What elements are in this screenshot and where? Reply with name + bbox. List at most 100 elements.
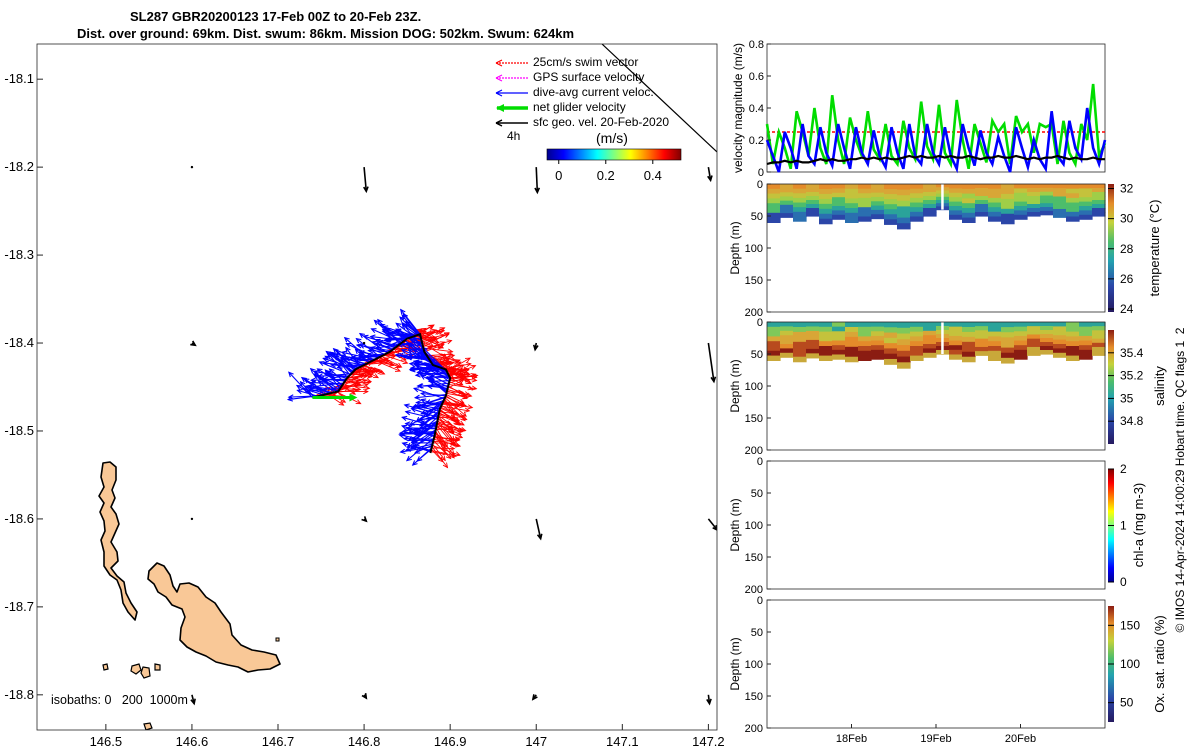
salinity-depth-label: Depth (m) xyxy=(728,359,742,412)
section-cell xyxy=(793,211,807,218)
section-cell xyxy=(1066,184,1080,190)
swim-vector xyxy=(435,426,454,432)
section-cell xyxy=(949,197,963,203)
swim-vector xyxy=(363,364,386,375)
section-gap xyxy=(941,184,944,210)
section-cell xyxy=(1092,188,1106,193)
velocity-magnitude-panel: 0 0.2 0.4 0.6 0.8 velocity magnitude (m/s) xyxy=(731,39,1107,179)
section-cell xyxy=(845,356,859,363)
sfc-geo-vector xyxy=(361,693,368,700)
section-cell xyxy=(949,345,963,351)
section-cell xyxy=(1092,326,1106,331)
swim-vector xyxy=(430,451,458,458)
sfc-geo-vector xyxy=(706,694,712,706)
chlorophyll-section-panel: 0 50 100 150 200 Depth (m) 0 1 2 chl-a (mg m-3… xyxy=(728,456,1146,596)
land-island-main xyxy=(98,461,138,621)
section-cell xyxy=(1014,210,1028,216)
section-cell xyxy=(793,207,807,213)
section-cell xyxy=(975,208,989,213)
swim-vector xyxy=(433,438,462,448)
section-cell xyxy=(1053,322,1067,327)
section-cell xyxy=(1014,192,1028,198)
section-cell xyxy=(1053,344,1067,349)
section-cell xyxy=(1014,201,1028,207)
sfc-geo-dot xyxy=(190,165,194,169)
colorbar-tick-label: 0 xyxy=(1120,575,1127,589)
section-cell xyxy=(988,331,1002,337)
section-cell xyxy=(1040,191,1054,197)
swim-vector xyxy=(348,376,373,384)
section-cell xyxy=(793,184,807,190)
section-cell xyxy=(975,192,989,197)
section-cell xyxy=(1027,204,1041,209)
section-cell xyxy=(884,337,898,344)
section-cell xyxy=(793,341,807,348)
section-cell xyxy=(962,203,976,209)
map-y-tick-label: -18.8 xyxy=(4,687,34,702)
section-cell xyxy=(1079,335,1093,342)
depth-tick-label: 50 xyxy=(751,349,763,361)
section-cell xyxy=(949,340,963,346)
section-cell xyxy=(962,326,976,333)
section-cell xyxy=(845,198,859,204)
section-cell xyxy=(832,197,846,203)
section-cell xyxy=(923,208,937,213)
section-cell xyxy=(819,203,833,210)
sfc-geo-vector xyxy=(535,518,543,541)
section-cell xyxy=(1027,351,1041,356)
section-cell xyxy=(910,346,924,352)
section-cell xyxy=(1027,334,1041,340)
section-cell xyxy=(819,326,833,333)
temperature-section-image xyxy=(767,184,1106,230)
section-cell xyxy=(975,338,989,344)
section-cell xyxy=(1001,208,1015,215)
section-cell xyxy=(1066,331,1080,337)
colorbar-tick-label: 24 xyxy=(1120,302,1134,316)
section-cell xyxy=(845,203,859,209)
depth-tick-label: 50 xyxy=(751,211,763,223)
section-cell xyxy=(910,211,924,218)
section-cell xyxy=(884,214,898,220)
section-cell xyxy=(1092,196,1106,201)
section-cell xyxy=(1053,339,1067,345)
section-cell xyxy=(1014,326,1028,332)
section-cell xyxy=(845,193,859,199)
sfc-geo-vector xyxy=(190,340,197,347)
swim-vector xyxy=(433,438,460,444)
section-cell xyxy=(1027,346,1041,352)
dive-avg-vector xyxy=(367,348,390,354)
section-cell xyxy=(949,184,963,189)
velocity-series-line xyxy=(766,154,1105,166)
section-cell xyxy=(793,193,807,199)
section-cell xyxy=(1079,201,1093,207)
section-cell xyxy=(962,351,976,358)
swim-vector xyxy=(444,397,467,417)
colorbar-tick-label: 32 xyxy=(1120,182,1134,196)
section-cell xyxy=(884,322,898,328)
chlorophyll-colorbar-ticks: 0 1 2 xyxy=(1108,462,1127,589)
section-cell xyxy=(845,212,859,219)
section-cell xyxy=(949,354,963,360)
section-cell xyxy=(1079,345,1093,351)
section-cell xyxy=(767,212,781,219)
chlorophyll-colorbar-label: chl-a (mg m-3) xyxy=(1131,483,1146,568)
map-y-axis: -18.1 -18.2 -18.3 -18.4 -18.5 -18.6 -18.7 -18.8 xyxy=(4,71,43,702)
section-cell xyxy=(1001,337,1015,344)
legend-dive-arrow xyxy=(495,89,528,97)
section-cell xyxy=(897,327,911,335)
section-cell xyxy=(962,208,976,214)
section-cell xyxy=(949,335,963,342)
section-cell xyxy=(806,200,820,205)
map-x-tick-label: 146.7 xyxy=(262,734,295,749)
glider-track xyxy=(312,332,452,454)
swim-vector xyxy=(375,358,396,367)
dive-avg-vector xyxy=(336,362,368,370)
section-cell xyxy=(910,355,924,361)
section-cell xyxy=(780,352,794,358)
section-cell xyxy=(806,192,820,197)
section-cell xyxy=(1092,330,1106,336)
section-cell xyxy=(806,196,820,201)
velocity-y-tick-label: 0.4 xyxy=(749,103,764,115)
section-cell xyxy=(780,330,794,336)
